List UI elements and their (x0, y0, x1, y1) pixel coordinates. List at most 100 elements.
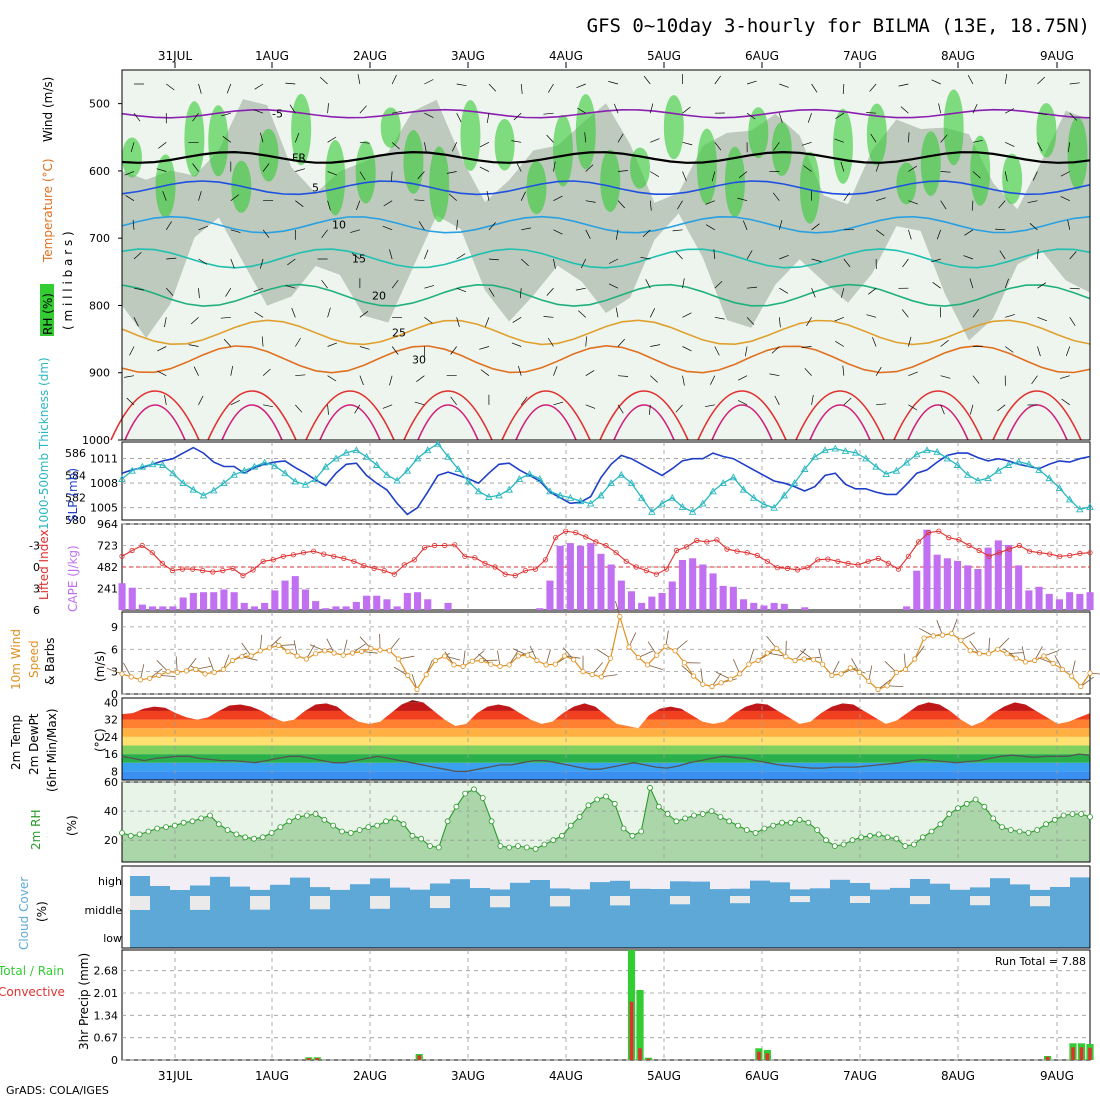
slp-marker (709, 487, 717, 495)
wind-barb (355, 200, 361, 211)
cape-bar (179, 597, 187, 610)
wind-barb (351, 252, 361, 260)
wind-barb (543, 112, 554, 115)
cloud-high-gap (810, 866, 830, 889)
temp-contour-10 (121, 215, 1091, 234)
wind-barb (769, 373, 780, 377)
wind-marker (294, 653, 300, 659)
wind-barb-10m (393, 666, 409, 676)
wind-barb (359, 375, 364, 386)
wind-tick: 9 (111, 621, 118, 634)
wind-barb (327, 307, 331, 318)
temp-tick: 24 (104, 731, 118, 744)
rh-marker (831, 843, 838, 849)
li-marker (401, 562, 407, 568)
wind-barb (779, 254, 789, 260)
wind-barb-10m (149, 668, 163, 679)
slp-marker (209, 486, 218, 494)
cape-bar (801, 607, 809, 610)
wind-marker (598, 674, 605, 680)
wind-barb (1005, 108, 1015, 114)
precip-tick: 0.67 (94, 1032, 119, 1045)
cape-bar (1025, 590, 1033, 610)
rh-green-patch (355, 140, 376, 204)
wind-barb (516, 162, 522, 172)
precip-units-label: 3hr Precip (mm) (77, 953, 91, 1050)
rh-green-patch (866, 103, 887, 166)
wind-barb (521, 227, 532, 231)
wind-barb-10m (1054, 655, 1063, 670)
rh-marker (893, 835, 900, 842)
cape-bar (750, 602, 758, 610)
wind-barb (295, 132, 300, 143)
li-marker (1067, 552, 1073, 559)
rh-marker (171, 822, 178, 829)
wind-barb (738, 375, 748, 381)
slp-marker (1055, 484, 1064, 491)
wind-barb-10m (1038, 657, 1054, 664)
rh-marker (919, 834, 926, 841)
wind-marker (193, 666, 199, 673)
rh-marker (145, 828, 152, 835)
li-marker (149, 550, 155, 556)
wind-barb (585, 370, 595, 376)
surface-temp-arc (501, 390, 591, 441)
wind-barb-10m (259, 634, 263, 651)
wind-barb (811, 394, 814, 405)
pressure-tick: 600 (89, 165, 110, 178)
wind-barb (546, 287, 554, 296)
wind-barb (511, 342, 522, 347)
wind-barb (908, 132, 910, 143)
wind-barb-10m (389, 638, 400, 652)
wind-barb (448, 193, 457, 201)
cape-bar (964, 565, 972, 610)
li-tick: 6 (33, 604, 40, 617)
cloud-mid-gap (370, 896, 390, 909)
wind-barb (967, 75, 974, 85)
li-marker (583, 534, 589, 540)
cloud-mid-gap (430, 896, 450, 909)
wind-marker (976, 651, 983, 657)
wind-barb (778, 220, 783, 230)
wind-barb (576, 83, 586, 89)
li-marker (371, 565, 377, 572)
surface-temp-arc (711, 404, 773, 441)
cape-bar (301, 589, 309, 610)
wind-barb (133, 252, 142, 260)
rh-marker (233, 831, 240, 838)
precip-tick: 2.68 (94, 965, 119, 978)
wind-barb (451, 142, 457, 152)
slp-marker (179, 479, 187, 487)
slp-marker (311, 475, 320, 482)
slp-marker (1004, 461, 1013, 468)
wind-barb (166, 83, 175, 91)
precip-conv-bar (1088, 1047, 1092, 1060)
precip-conv-bar (646, 1058, 651, 1060)
wind-barb (456, 287, 467, 293)
cape-bar (352, 602, 360, 610)
rh-green-patch (494, 119, 515, 171)
wind-barb (391, 346, 399, 355)
wind-barb (843, 192, 850, 201)
wind-barb (553, 229, 563, 235)
wind-barb (547, 337, 554, 347)
wind-barb (908, 229, 912, 240)
li-marker (815, 557, 821, 563)
cloud-high-gap (1070, 866, 1090, 878)
cape-bar (984, 547, 992, 610)
rh-marker (779, 819, 785, 826)
cape-bar (159, 606, 167, 610)
wind-barb-10m (309, 644, 325, 652)
wind-barb (263, 404, 273, 408)
wind-barb (382, 225, 393, 231)
rh-marker (673, 818, 680, 825)
rh-marker (603, 793, 609, 800)
wind-marker (700, 681, 706, 687)
wind-barb (807, 113, 812, 123)
surface-temp-arc (907, 404, 969, 441)
rh-area (122, 787, 1090, 862)
wind-barb-10m (674, 640, 688, 652)
cape-bar (546, 580, 554, 610)
wind-barb (746, 80, 757, 85)
cape-bar (189, 593, 197, 610)
